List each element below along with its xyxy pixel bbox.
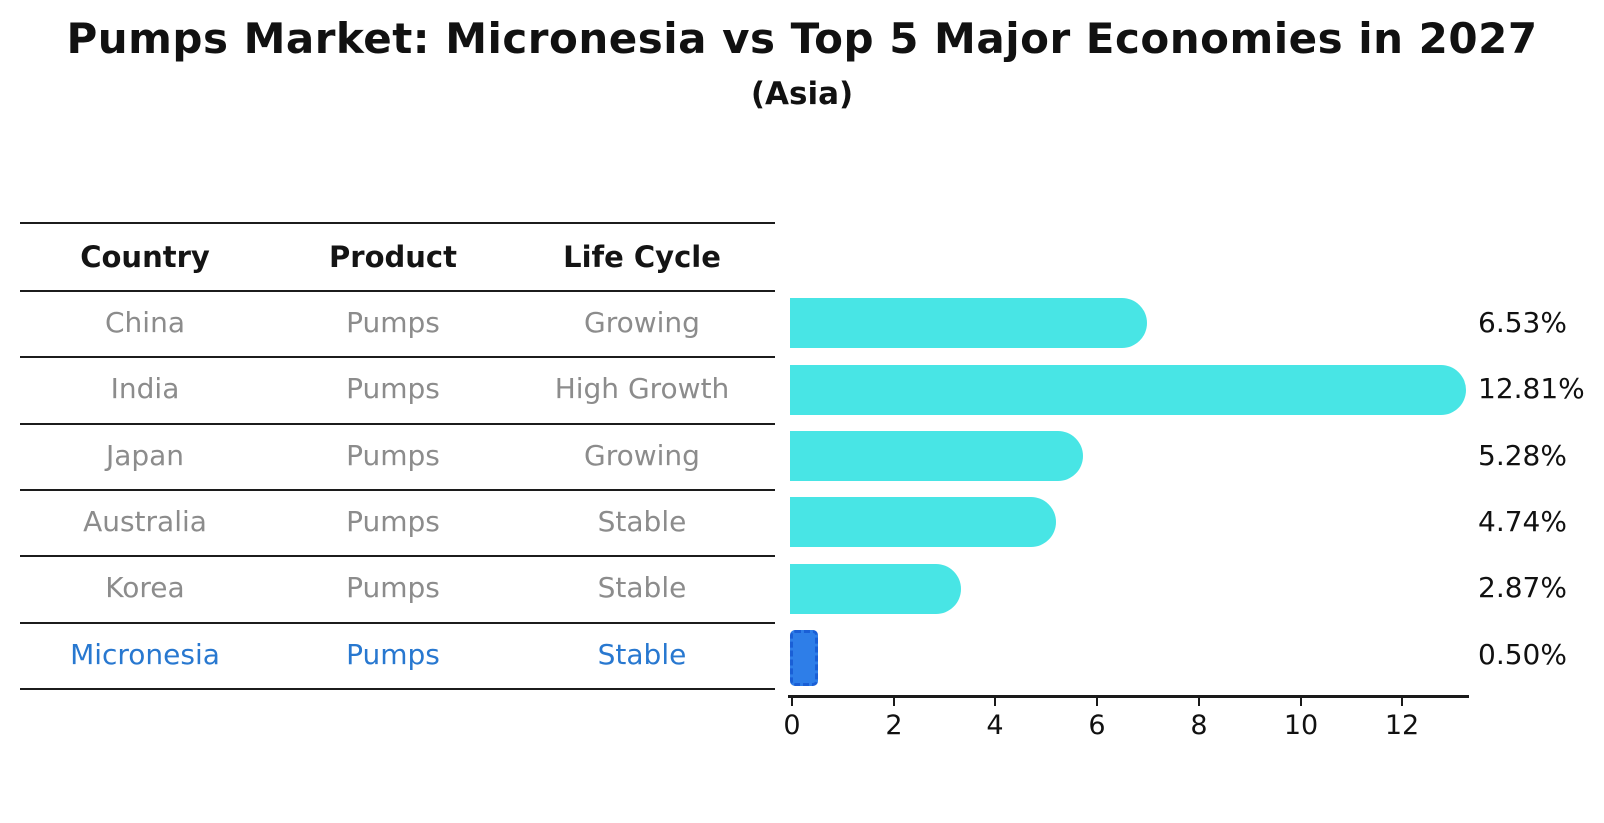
table-cell-country: Japan <box>105 438 185 472</box>
x-tick-label: 6 <box>1088 710 1106 741</box>
table-cell-country: Australia <box>83 505 207 538</box>
table-cell-life_cycle: Growing <box>584 438 700 472</box>
bar-highlight-micronesia <box>790 629 818 686</box>
column-header-country: Country <box>80 240 210 274</box>
bar-india <box>790 364 1466 415</box>
table-cell-life_cycle: Stable <box>597 571 687 605</box>
x-axis-line <box>788 695 1469 698</box>
bar-japan <box>790 430 1083 481</box>
x-tick-label: 4 <box>986 710 1004 741</box>
column-header-life_cycle: Life Cycle <box>563 240 721 274</box>
table-row-rule <box>20 621 775 624</box>
table-row-rule <box>20 356 775 359</box>
x-tick-mark <box>1300 695 1302 706</box>
value-label: 4.74% <box>1478 505 1567 538</box>
table-cell-product: Pumps <box>346 306 440 339</box>
table-cell-product: Pumps <box>346 372 440 406</box>
table-row-rule <box>20 422 775 425</box>
x-tick-mark <box>791 695 793 706</box>
table-cell-country: India <box>110 372 180 406</box>
chart-subtitle: (Asia) <box>750 76 854 112</box>
bar-china <box>790 298 1147 349</box>
value-label: 12.81% <box>1478 372 1585 406</box>
chart-title: Pumps Market: Micronesia vs Top 5 Major … <box>66 14 1538 63</box>
table-cell-product: Pumps <box>346 438 440 472</box>
table-cell-life_cycle: Stable <box>597 505 687 538</box>
x-tick-mark <box>1401 695 1403 706</box>
value-label: 5.28% <box>1478 438 1567 472</box>
column-header-product: Product <box>329 240 457 274</box>
table-cell-country: Micronesia <box>70 637 220 671</box>
table-cell-life_cycle: High Growth <box>554 372 730 406</box>
table-top-rule <box>20 222 775 224</box>
bar-australia <box>790 497 1056 548</box>
x-tick-label: 0 <box>783 710 801 741</box>
x-tick-mark <box>1198 695 1200 706</box>
table-cell-product: Pumps <box>346 571 440 605</box>
x-tick-label: 12 <box>1384 710 1420 741</box>
table-cell-country: Korea <box>105 571 185 605</box>
table-cell-product: Pumps <box>346 637 440 671</box>
x-tick-mark <box>994 695 996 706</box>
x-tick-label: 2 <box>885 710 903 741</box>
x-tick-label: 8 <box>1190 710 1208 741</box>
table-bottom-rule <box>20 688 775 690</box>
table-cell-life_cycle: Stable <box>597 637 687 671</box>
x-tick-mark <box>1096 695 1098 706</box>
table-header-rule <box>20 290 775 292</box>
table-row-rule <box>20 555 775 558</box>
x-tick-mark <box>893 695 895 706</box>
table-cell-product: Pumps <box>346 505 440 538</box>
value-label: 6.53% <box>1478 306 1567 339</box>
value-label: 2.87% <box>1478 571 1567 605</box>
value-label: 0.50% <box>1478 637 1567 671</box>
table-cell-life_cycle: Growing <box>584 306 700 339</box>
table-row-rule <box>20 489 775 491</box>
bar-korea <box>790 563 961 614</box>
x-tick-label: 10 <box>1283 710 1319 741</box>
table-cell-country: China <box>105 306 185 339</box>
